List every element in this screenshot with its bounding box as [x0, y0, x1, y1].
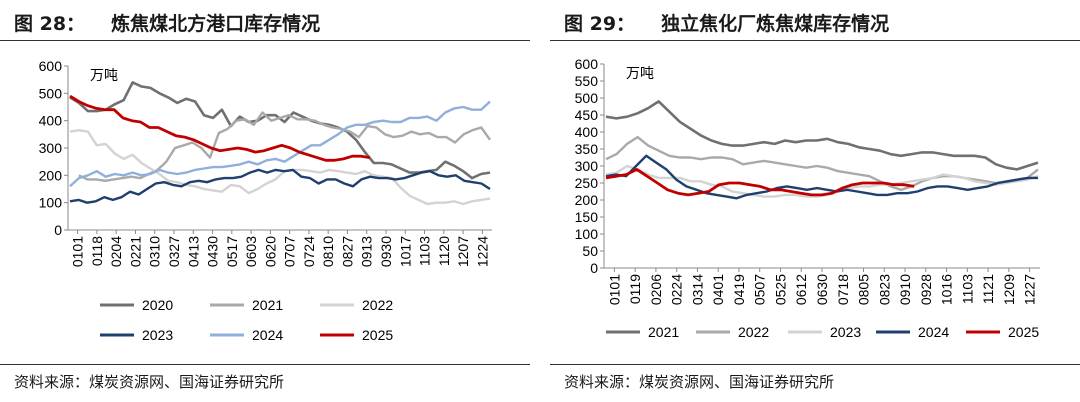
y-tick-label: 100 [39, 195, 63, 211]
y-tick-label: 50 [582, 243, 598, 259]
y-tick-label: 600 [575, 56, 599, 72]
x-tick-label: 0630 [814, 274, 830, 305]
x-tick-label: 0224 [669, 274, 685, 305]
x-tick-label: 1224 [474, 236, 490, 267]
x-tick-label: 0327 [166, 236, 182, 267]
x-tick-label: 1207 [455, 236, 471, 267]
chart-panel-fig29: 图 29： 独立焦化厂炼焦煤库存情况 0 50 100 150 200 250 300 350 4… [550, 0, 1080, 402]
x-tick-label: 1209 [1001, 274, 1017, 305]
y-tick-label: 400 [575, 124, 599, 140]
y-tick-label: 0 [590, 260, 598, 276]
source-note: 资料来源：煤炭资源网、国海证券研究所 [14, 373, 285, 391]
x-tick-label: 1227 [1022, 274, 1038, 305]
x-tick-label: 0204 [108, 236, 124, 267]
x-tick-label: 0810 [320, 236, 336, 267]
x-tick-label: 0724 [301, 236, 317, 267]
x-tick-label: 1103 [417, 236, 433, 266]
legend-label-2021: 2021 [252, 297, 283, 313]
legend-label-2020: 2020 [142, 297, 173, 313]
legend-label-2021: 2021 [648, 324, 679, 340]
y-tick-label: 150 [575, 209, 599, 225]
y-tick-label: 350 [575, 141, 599, 157]
x-tick-label: 0928 [918, 274, 934, 305]
legend-label-2025: 2025 [1008, 324, 1039, 340]
x-tick-label: 0430 [205, 236, 221, 267]
legend-label-2024: 2024 [252, 327, 283, 343]
x-tick-label: 0930 [378, 236, 394, 267]
unit-label: 万吨 [90, 67, 118, 83]
x-tick-label: 0101 [70, 236, 86, 267]
y-tick-label: 250 [575, 175, 599, 191]
x-tick-label: 0620 [262, 236, 278, 267]
x-tick-label: 1017 [397, 236, 413, 267]
x-tick-label: 1120 [436, 236, 452, 266]
series-line-2025 [69, 94, 371, 162]
x-tick-label: 1016 [939, 274, 955, 305]
series-line-2023 [69, 168, 491, 204]
y-tick-label: 450 [575, 107, 599, 123]
y-tick-label: 600 [39, 58, 63, 74]
x-tick-label: 0401 [710, 274, 726, 305]
series-line-2021 [605, 100, 1039, 171]
x-tick-label: 0823 [876, 274, 892, 305]
series-line-2025 [605, 168, 915, 197]
series-line-2024 [605, 154, 1038, 200]
series-line-2020 [69, 81, 491, 180]
x-tick-label: 0310 [147, 236, 163, 267]
legend-label-2022: 2022 [362, 297, 393, 313]
y-tick-label: 300 [575, 158, 599, 174]
x-tick-label: 0910 [897, 274, 913, 305]
x-tick-label: 0612 [793, 274, 809, 305]
top-rule [0, 40, 530, 41]
legend-label-2024: 2024 [918, 324, 949, 340]
y-tick-label: 200 [575, 192, 599, 208]
x-tick-label: 1103 [959, 274, 975, 304]
legend-label-2023: 2023 [142, 327, 173, 343]
y-tick-label: 500 [575, 90, 599, 106]
legend-label-2025: 2025 [362, 327, 393, 343]
chart-title: 图 28： 炼焦煤北方港口库存情况 [14, 13, 321, 35]
x-tick-label: 0525 [772, 274, 788, 305]
x-tick-label: 1121 [980, 274, 996, 304]
chart-panel-fig28: 图 28： 炼焦煤北方港口库存情况 0 100 200 300 400 500 600 万吨 01… [0, 0, 530, 402]
x-tick-label: 0413 [185, 236, 201, 267]
y-tick-label: 0 [54, 222, 62, 238]
y-tick-label: 200 [39, 167, 63, 183]
unit-label: 万吨 [626, 65, 654, 81]
top-rule [550, 40, 1080, 41]
y-tick-label: 300 [39, 140, 63, 156]
x-tick-label: 0221 [127, 236, 143, 267]
x-tick-label: 0101 [606, 274, 622, 305]
chart-title: 图 29： 独立焦化厂炼焦煤库存情况 [564, 13, 890, 35]
x-tick-label: 0507 [752, 274, 768, 305]
x-tick-label: 0603 [243, 236, 259, 267]
x-tick-label: 0707 [282, 236, 298, 267]
x-tick-label: 0913 [359, 236, 375, 267]
y-tick-label: 100 [575, 226, 599, 242]
x-tick-label: 0314 [689, 274, 705, 305]
x-tick-label: 0718 [835, 274, 851, 305]
x-tick-label: 0805 [856, 274, 872, 305]
line-chart-port-inventory: 0 100 200 300 400 500 600 万吨 0101 0118 0204 0221 031… [39, 58, 492, 343]
x-tick-label: 0119 [627, 274, 643, 304]
source-note: 资料来源：煤炭资源网、国海证券研究所 [564, 373, 835, 391]
x-tick-label: 0827 [339, 236, 355, 267]
y-tick-label: 550 [575, 73, 599, 89]
x-tick-label: 0517 [224, 236, 240, 267]
x-tick-label: 0419 [731, 274, 747, 305]
y-tick-label: 500 [39, 85, 63, 101]
bottom-rule [550, 364, 1080, 365]
legend-label-2022: 2022 [738, 324, 769, 340]
series-line-2022 [69, 129, 491, 206]
x-tick-label: 0206 [648, 274, 664, 305]
x-tick-label: 0118 [89, 236, 105, 266]
y-tick-label: 400 [39, 113, 63, 129]
legend-label-2023: 2023 [830, 324, 861, 340]
bottom-rule [0, 364, 530, 365]
series-line-2024 [69, 100, 491, 188]
